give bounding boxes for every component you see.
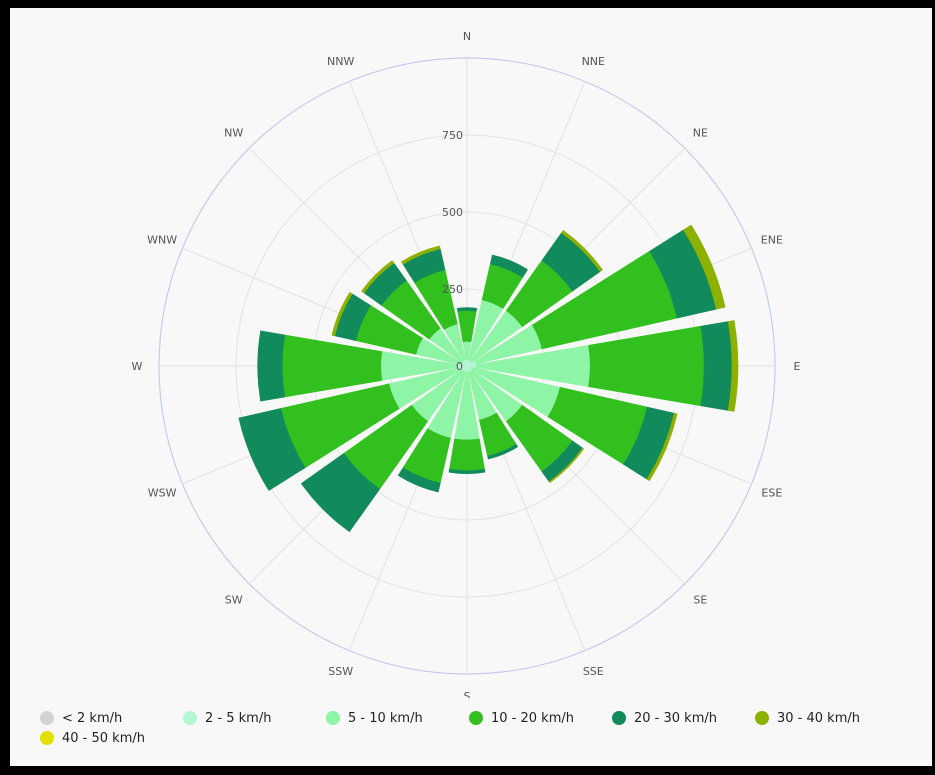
legend-swatch — [40, 711, 54, 725]
legend-swatch — [755, 711, 769, 725]
sector-nnw-series-5 — [401, 245, 441, 265]
direction-label-ssw: SSW — [328, 665, 353, 678]
direction-label-wnw: WNW — [147, 234, 177, 247]
sector-ese-series-5 — [646, 412, 678, 482]
sector-w-series-3 — [281, 334, 383, 398]
legend-swatch — [469, 711, 483, 725]
legend-row-1: < 2 km/h 2 - 5 km/h 5 - 10 km/h 10 - 20 … — [40, 708, 920, 728]
sector-s-series-3 — [449, 438, 485, 471]
sector-nne-series-4 — [489, 254, 529, 278]
sector-n-series-4 — [456, 307, 478, 312]
direction-label-nnw: NNW — [327, 55, 354, 68]
legend-label: 5 - 10 km/h — [348, 710, 423, 726]
sector-e-series-3 — [588, 325, 705, 407]
legend-item-40-50[interactable]: 40 - 50 km/h — [40, 731, 183, 746]
direction-label-sw: SW — [225, 593, 243, 606]
sector-sw-series-4 — [300, 452, 381, 533]
legend-label: < 2 km/h — [62, 710, 123, 726]
radial-tick-label: 0 — [456, 360, 463, 373]
direction-label-w: W — [132, 360, 143, 373]
legend: < 2 km/h 2 - 5 km/h 5 - 10 km/h 10 - 20 … — [40, 708, 920, 748]
chart-frame: 0 250 500 750 N NNE NE ENE E ESE SE SSE S SSW SW WSW W WN… — [10, 8, 932, 766]
sector-se-series-5 — [548, 447, 585, 484]
direction-label-ese: ESE — [761, 486, 782, 499]
legend-label: 20 - 30 km/h — [634, 710, 717, 726]
sector-e-series-4 — [700, 321, 733, 411]
sector-wnw-series-5 — [331, 291, 353, 337]
direction-label-e: E — [794, 360, 801, 373]
legend-item-10-20[interactable]: 10 - 20 km/h — [469, 711, 612, 726]
legend-item-20-30[interactable]: 20 - 30 km/h — [612, 711, 755, 726]
sector-ene-series-5 — [683, 224, 726, 310]
legend-label: 10 - 20 km/h — [491, 710, 574, 726]
direction-label-se: SE — [693, 593, 707, 606]
direction-label-wsw: WSW — [148, 486, 177, 499]
legend-swatch — [612, 711, 626, 725]
direction-label-nw: NW — [224, 127, 243, 140]
sector-sse-series-4 — [487, 443, 519, 460]
sector-nw-series-5 — [361, 260, 395, 294]
radial-tick-label: 250 — [442, 283, 463, 296]
legend-item-2-5[interactable]: 2 - 5 km/h — [183, 711, 326, 726]
sector-ne-series-5 — [561, 229, 604, 272]
legend-row-2: 40 - 50 km/h — [40, 728, 920, 748]
legend-label: 30 - 40 km/h — [777, 710, 860, 726]
sector-wsw-series-4 — [238, 408, 306, 491]
legend-swatch — [40, 731, 54, 745]
direction-label-nne: NNE — [582, 55, 605, 68]
wind-rose-chart: 0 250 500 750 N NNE NE ENE E ESE SE SSE S SSW SW WSW W WN… — [132, 30, 801, 698]
direction-label-n: N — [463, 30, 471, 43]
legend-item-lt2[interactable]: < 2 km/h — [40, 711, 183, 726]
legend-item-5-10[interactable]: 5 - 10 km/h — [326, 711, 469, 726]
direction-label-s: S — [464, 690, 471, 698]
direction-label-ne: NE — [693, 127, 708, 140]
direction-label-ene: ENE — [761, 234, 783, 247]
radial-tick-label: 500 — [442, 206, 463, 219]
legend-swatch — [183, 711, 197, 725]
sector-w-series-4 — [257, 330, 286, 402]
legend-label: 40 - 50 km/h — [62, 730, 145, 746]
direction-label-sse: SSE — [583, 665, 604, 678]
legend-item-30-40[interactable]: 30 - 40 km/h — [755, 711, 898, 726]
sector-e-series-5 — [727, 320, 739, 412]
sector-s-series-4 — [448, 468, 486, 474]
radial-tick-label: 750 — [442, 129, 463, 142]
sector-ssw-series-4 — [397, 467, 441, 493]
legend-swatch — [326, 711, 340, 725]
legend-label: 2 - 5 km/h — [205, 710, 272, 726]
